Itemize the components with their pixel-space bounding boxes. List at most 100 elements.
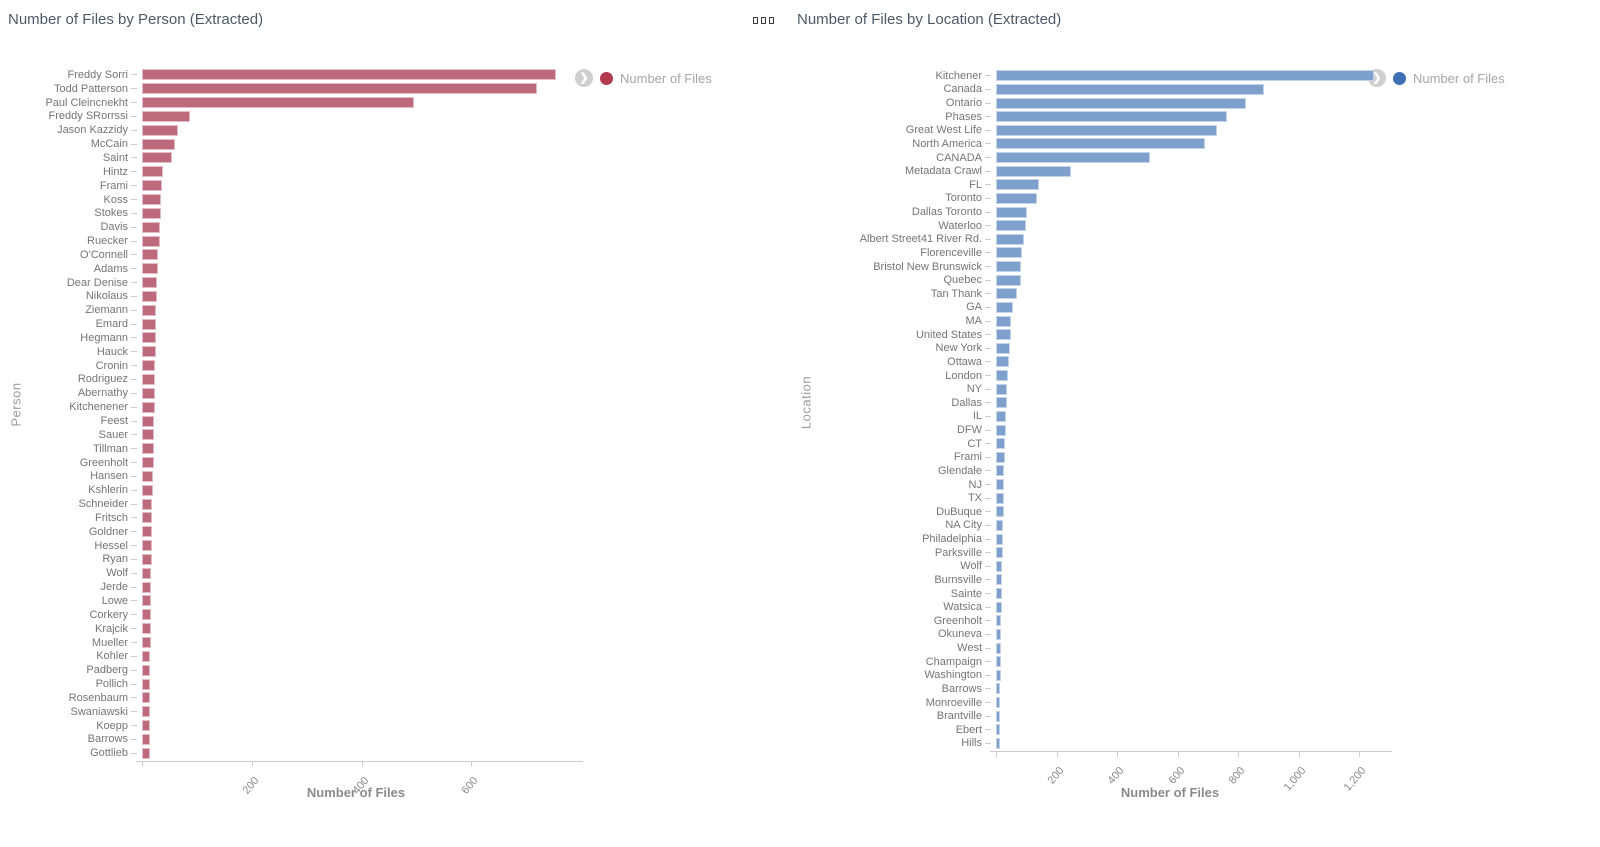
- bar[interactable]: [996, 628, 1002, 640]
- bar[interactable]: [142, 360, 156, 372]
- bar[interactable]: [996, 383, 1008, 395]
- bar[interactable]: [996, 683, 1001, 695]
- bar[interactable]: [996, 438, 1006, 450]
- bar[interactable]: [996, 152, 1151, 164]
- bar[interactable]: [142, 595, 152, 607]
- bar[interactable]: [142, 346, 156, 358]
- bar[interactable]: [996, 165, 1071, 177]
- bar[interactable]: [142, 678, 151, 690]
- bar[interactable]: [996, 138, 1205, 150]
- bar[interactable]: [142, 235, 160, 247]
- bar[interactable]: [142, 207, 161, 219]
- bar[interactable]: [996, 370, 1009, 382]
- bar[interactable]: [142, 194, 162, 206]
- drag-handle-icon[interactable]: [753, 17, 774, 24]
- chevron-right-circle-icon[interactable]: ❯: [575, 69, 593, 87]
- bar[interactable]: [142, 124, 179, 136]
- bar[interactable]: [996, 574, 1003, 586]
- bar[interactable]: [996, 342, 1010, 354]
- bar[interactable]: [996, 315, 1012, 327]
- left-chart-legend[interactable]: ❯ Number of Files: [575, 69, 712, 87]
- bar[interactable]: [996, 356, 1009, 368]
- bar[interactable]: [142, 498, 153, 510]
- bar[interactable]: [996, 506, 1004, 518]
- bar[interactable]: [142, 706, 150, 718]
- bar[interactable]: [142, 304, 157, 316]
- bar[interactable]: [142, 318, 157, 330]
- bar[interactable]: [996, 669, 1001, 681]
- bar[interactable]: [142, 692, 151, 704]
- bar[interactable]: [996, 451, 1005, 463]
- bar[interactable]: [142, 470, 153, 482]
- bar[interactable]: [142, 747, 150, 759]
- bar[interactable]: [142, 373, 156, 385]
- bar[interactable]: [142, 166, 163, 178]
- bar[interactable]: [996, 261, 1022, 273]
- bar[interactable]: [142, 83, 538, 95]
- bar[interactable]: [996, 710, 1000, 722]
- bar[interactable]: [996, 560, 1003, 572]
- bar[interactable]: [996, 206, 1027, 218]
- bar[interactable]: [996, 479, 1005, 491]
- bar[interactable]: [142, 221, 161, 233]
- bar[interactable]: [996, 247, 1022, 259]
- bar[interactable]: [142, 540, 152, 552]
- bar[interactable]: [142, 277, 158, 289]
- bar[interactable]: [996, 83, 1264, 95]
- bar[interactable]: [996, 615, 1002, 627]
- bar[interactable]: [996, 220, 1026, 232]
- bar[interactable]: [142, 249, 159, 261]
- bar[interactable]: [996, 424, 1006, 436]
- bar[interactable]: [142, 415, 155, 427]
- bar[interactable]: [996, 656, 1001, 668]
- bar[interactable]: [996, 697, 1001, 709]
- bar[interactable]: [142, 664, 151, 676]
- bar[interactable]: [142, 332, 156, 344]
- bar[interactable]: [996, 97, 1246, 109]
- bar[interactable]: [996, 465, 1005, 477]
- bar[interactable]: [142, 263, 158, 275]
- bar[interactable]: [142, 110, 191, 122]
- bar[interactable]: [142, 567, 152, 579]
- bar[interactable]: [142, 97, 414, 109]
- right-chart-legend[interactable]: ❯ Number of Files: [1368, 69, 1505, 87]
- bar[interactable]: [142, 152, 172, 164]
- bar[interactable]: [996, 70, 1375, 82]
- bar[interactable]: [996, 737, 1000, 749]
- bar[interactable]: [142, 180, 162, 192]
- bar[interactable]: [996, 642, 1001, 654]
- bar[interactable]: [996, 724, 1000, 736]
- bar[interactable]: [996, 274, 1021, 286]
- bar[interactable]: [142, 623, 151, 635]
- bar[interactable]: [996, 588, 1002, 600]
- bar[interactable]: [996, 410, 1007, 422]
- bar[interactable]: [996, 329, 1011, 341]
- bar[interactable]: [996, 192, 1038, 204]
- bar[interactable]: [142, 138, 175, 150]
- bar[interactable]: [142, 526, 152, 538]
- bar[interactable]: [996, 301, 1014, 313]
- bar[interactable]: [142, 290, 157, 302]
- bar[interactable]: [142, 733, 150, 745]
- bar[interactable]: [142, 69, 557, 81]
- bar[interactable]: [996, 124, 1217, 136]
- bar[interactable]: [142, 401, 155, 413]
- bar[interactable]: [142, 581, 152, 593]
- bar[interactable]: [996, 547, 1003, 559]
- bar[interactable]: [142, 484, 153, 496]
- bar[interactable]: [142, 650, 151, 662]
- bar[interactable]: [142, 720, 150, 732]
- bar[interactable]: [996, 397, 1007, 409]
- bar[interactable]: [996, 179, 1040, 191]
- bar[interactable]: [996, 519, 1004, 531]
- bar[interactable]: [142, 637, 151, 649]
- bar[interactable]: [142, 429, 155, 441]
- bar[interactable]: [142, 553, 152, 565]
- bar[interactable]: [142, 387, 155, 399]
- bar[interactable]: [996, 233, 1025, 245]
- bar[interactable]: [996, 601, 1002, 613]
- bar[interactable]: [142, 443, 154, 455]
- bar[interactable]: [996, 288, 1017, 300]
- bar[interactable]: [996, 533, 1003, 545]
- bar[interactable]: [996, 111, 1228, 123]
